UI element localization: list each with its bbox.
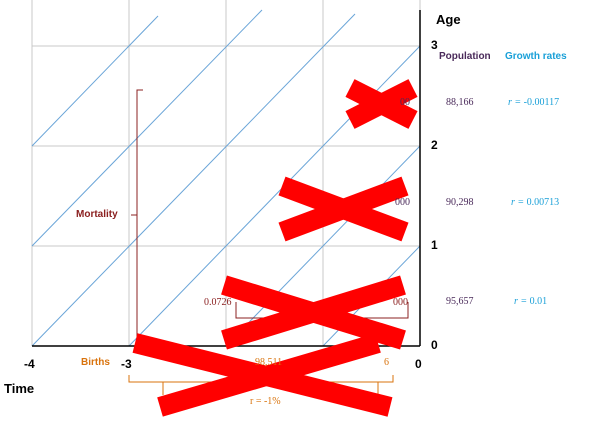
- rate-value: 0.00713: [526, 197, 560, 208]
- y-tick-2: 2: [431, 138, 438, 152]
- obscured-births-value: 98,511: [255, 357, 283, 368]
- x-tick-minus4: -4: [24, 357, 35, 371]
- obscured-births-right: 6: [384, 357, 389, 368]
- obscured-label-row1: 00: [400, 97, 410, 108]
- y-tick-0: 0: [431, 338, 438, 352]
- cross-births: [132, 333, 393, 417]
- obscured-label-row2: 000: [395, 197, 410, 208]
- growth-rate-row2: r = 0.00713: [511, 197, 559, 208]
- rate-value: 0.01: [529, 296, 548, 307]
- population-header: Population: [439, 51, 491, 62]
- growth-rates-header: Growth rates: [505, 51, 567, 62]
- births-label: Births: [81, 357, 110, 368]
- cross-row1: [345, 79, 418, 129]
- mortality-bracket: [131, 89, 143, 346]
- rate-prefix: r =: [511, 197, 525, 208]
- red-cross-marks: [132, 79, 418, 417]
- cross-row2: [278, 176, 409, 242]
- x-tick-minus3: -3: [121, 357, 132, 371]
- y-tick-1: 1: [431, 238, 438, 252]
- obscured-label-row3: 000: [393, 297, 408, 308]
- births-rate-label: r = -1%: [250, 396, 281, 407]
- x-axis-title: Time: [4, 381, 35, 396]
- x-tick-0: 0: [415, 357, 422, 371]
- population-row2: 90,298: [446, 197, 474, 208]
- growth-rate-row3: r = 0.01: [514, 296, 547, 307]
- cross-row3: [221, 275, 406, 350]
- rate-value: -0.00117: [523, 97, 560, 108]
- obscured-rate-row3: 0.0726: [204, 297, 232, 308]
- y-tick-3: 3: [431, 38, 438, 52]
- mortality-label: Mortality: [76, 209, 118, 220]
- rate-prefix: r =: [514, 296, 528, 307]
- y-axis-title: Age: [436, 12, 461, 27]
- population-row1: 88,166: [446, 97, 474, 108]
- population-row3: 95,657: [446, 296, 474, 307]
- rate-prefix: r =: [508, 97, 522, 108]
- growth-rate-row1: r = -0.00117: [508, 97, 559, 108]
